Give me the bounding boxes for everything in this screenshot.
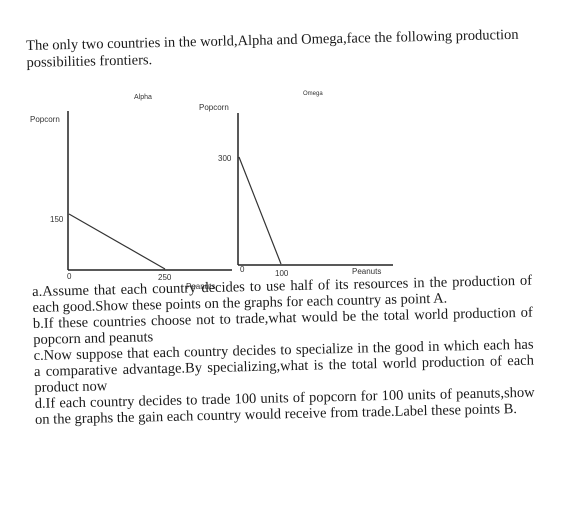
omega-y-axis-label: Popcorn xyxy=(199,103,229,112)
alpha-y-tick-label: 150 xyxy=(50,215,64,224)
omega-chart-title: Omega xyxy=(303,91,323,97)
questions-list: a.Assume that each country decides to us… xyxy=(32,273,535,428)
omega-chart: Omega Popcorn 300 0 100 Peanuts xyxy=(199,91,393,278)
ppf-graphs: Alpha Popcorn 150 0 250 Omega Popcorn 30… xyxy=(30,91,393,291)
omega-x-axis-label: Peanuts xyxy=(352,267,381,276)
alpha-x-tick-label: 250 xyxy=(158,273,172,282)
alpha-y-axis-label: Popcorn xyxy=(30,115,60,124)
alpha-chart: Alpha Popcorn 150 0 250 xyxy=(30,94,232,282)
omega-y-tick-label: 300 xyxy=(218,154,232,163)
alpha-chart-title: Alpha xyxy=(134,94,152,101)
alpha-ppf-line xyxy=(68,213,166,270)
omega-ppf-line xyxy=(238,156,282,265)
alpha-origin-label: 0 xyxy=(67,272,72,281)
omega-origin-label: 0 xyxy=(240,265,245,274)
omega-x-tick-label: 100 xyxy=(275,269,289,278)
alpha-x-axis-label: Peanuts xyxy=(186,282,215,291)
